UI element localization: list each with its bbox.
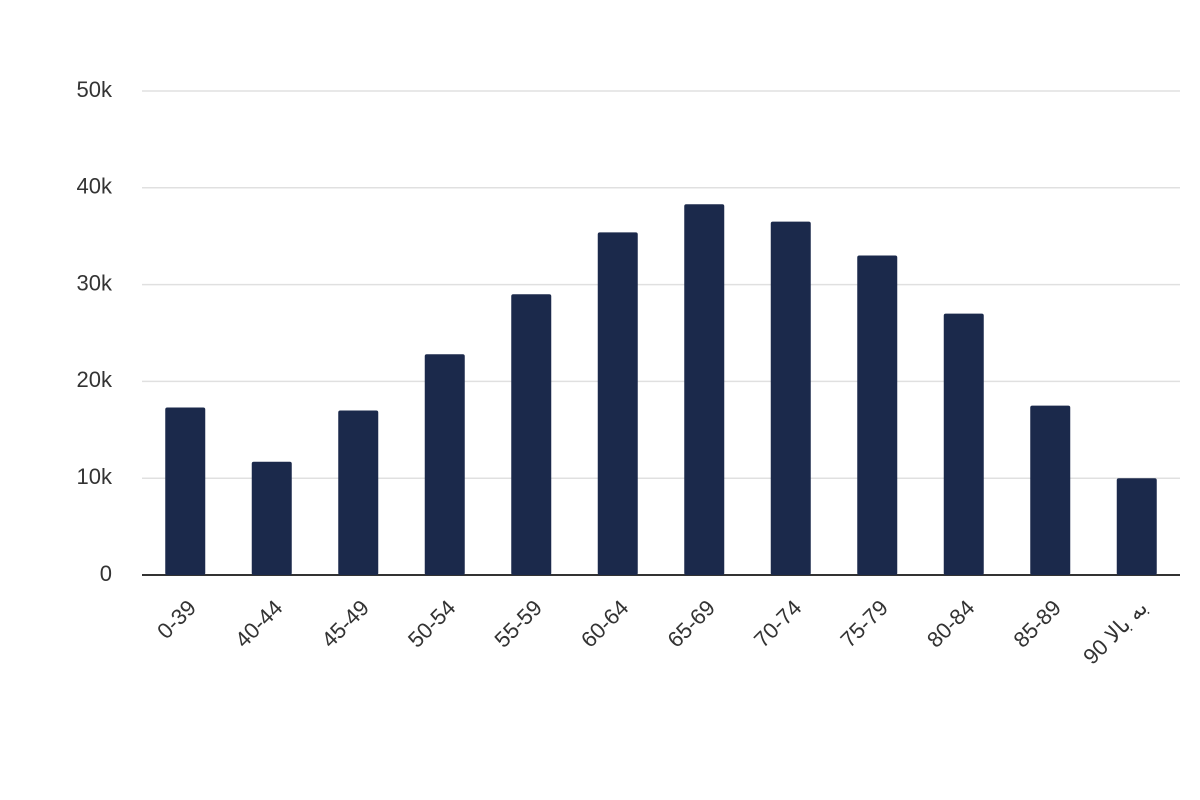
bar	[1116, 478, 1157, 575]
y-tick-label: 30k	[77, 270, 113, 295]
x-tick-label: 80-84	[922, 595, 979, 652]
x-tick-label: 85-89	[1008, 595, 1065, 652]
y-tick-label: 20k	[77, 367, 113, 392]
y-tick-label: 10k	[77, 464, 113, 489]
bar	[1030, 405, 1071, 575]
bar	[943, 313, 984, 575]
x-tick-label: 70-74	[749, 595, 806, 652]
bar	[424, 354, 465, 575]
bar	[597, 232, 638, 575]
x-tick-label: 50-54	[403, 595, 460, 652]
bar	[770, 221, 811, 575]
x-tick-label: 90 به بالا	[1078, 595, 1152, 669]
y-tick-label: 50k	[77, 77, 113, 102]
x-tick-label: 60-64	[576, 595, 633, 652]
x-tick-label: 45-49	[316, 595, 373, 652]
bar	[338, 410, 379, 575]
y-tick-label: 0	[100, 561, 112, 586]
x-tick-label: 0-39	[152, 595, 201, 644]
x-tick-label: 75-79	[835, 595, 892, 652]
bar	[684, 204, 725, 576]
x-tick-label: 40-44	[230, 595, 287, 652]
x-tick-label: 65-69	[662, 595, 719, 652]
bar	[251, 461, 292, 575]
y-tick-label: 40k	[77, 174, 113, 199]
bar	[165, 407, 206, 575]
bar	[857, 255, 898, 575]
bar	[511, 294, 552, 575]
x-tick-label: 55-59	[489, 595, 546, 652]
